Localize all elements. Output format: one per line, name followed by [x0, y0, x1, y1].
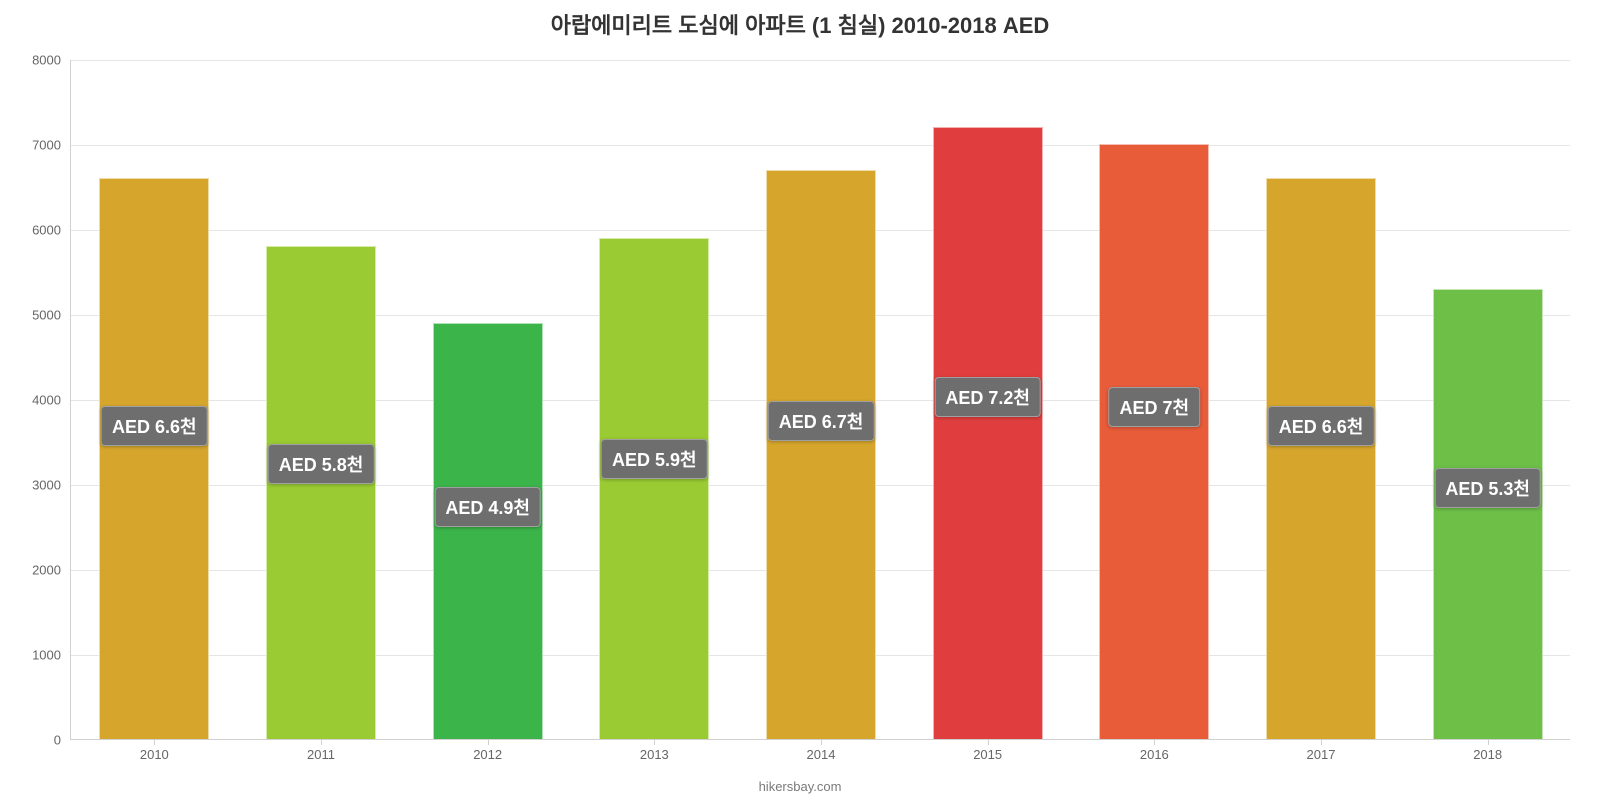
x-tick-label: 2013	[640, 739, 669, 762]
bar	[99, 178, 209, 739]
chart-source-label: hikersbay.com	[0, 779, 1600, 794]
y-tick-label: 7000	[32, 138, 71, 153]
bar	[766, 170, 876, 740]
bar	[1433, 289, 1543, 740]
y-tick-label: 6000	[32, 223, 71, 238]
value-badge: AED 6.7천	[768, 401, 875, 441]
y-tick-label: 0	[54, 733, 71, 748]
x-tick-label: 2011	[307, 739, 335, 762]
y-tick-label: 2000	[32, 563, 71, 578]
x-tick-label: 2010	[140, 739, 169, 762]
value-badge: AED 5.8천	[268, 444, 375, 484]
bar	[1099, 144, 1209, 739]
value-badge: AED 7천	[1109, 387, 1201, 427]
grid-line	[71, 145, 1570, 146]
x-tick-label: 2017	[1307, 739, 1336, 762]
value-badge: AED 6.6천	[1268, 406, 1375, 446]
chart-container: 아랍에미리트 도심에 아파트 (1 침실) 2010-2018 AED 0100…	[0, 0, 1600, 800]
value-badge: AED 5.3천	[1434, 468, 1541, 508]
bar	[599, 238, 709, 740]
y-tick-label: 4000	[32, 393, 71, 408]
bar	[933, 127, 1043, 739]
bar	[433, 323, 543, 740]
bar	[266, 246, 376, 739]
bar	[1266, 178, 1376, 739]
grid-line	[71, 60, 1570, 61]
value-badge: AED 4.9천	[434, 487, 541, 527]
value-badge: AED 7.2천	[934, 377, 1041, 417]
value-badge: AED 6.6천	[101, 406, 208, 446]
plot-area: 0100020003000400050006000700080002010AED…	[70, 60, 1570, 740]
x-tick-label: 2016	[1140, 739, 1169, 762]
chart-title: 아랍에미리트 도심에 아파트 (1 침실) 2010-2018 AED	[0, 8, 1600, 40]
value-badge: AED 5.9천	[601, 439, 708, 479]
x-tick-label: 2014	[807, 739, 836, 762]
x-tick-label: 2015	[973, 739, 1002, 762]
y-tick-label: 8000	[32, 53, 71, 68]
y-tick-label: 5000	[32, 308, 71, 323]
y-tick-label: 1000	[32, 648, 71, 663]
x-tick-label: 2012	[473, 739, 502, 762]
x-tick-label: 2018	[1473, 739, 1502, 762]
y-tick-label: 3000	[32, 478, 71, 493]
